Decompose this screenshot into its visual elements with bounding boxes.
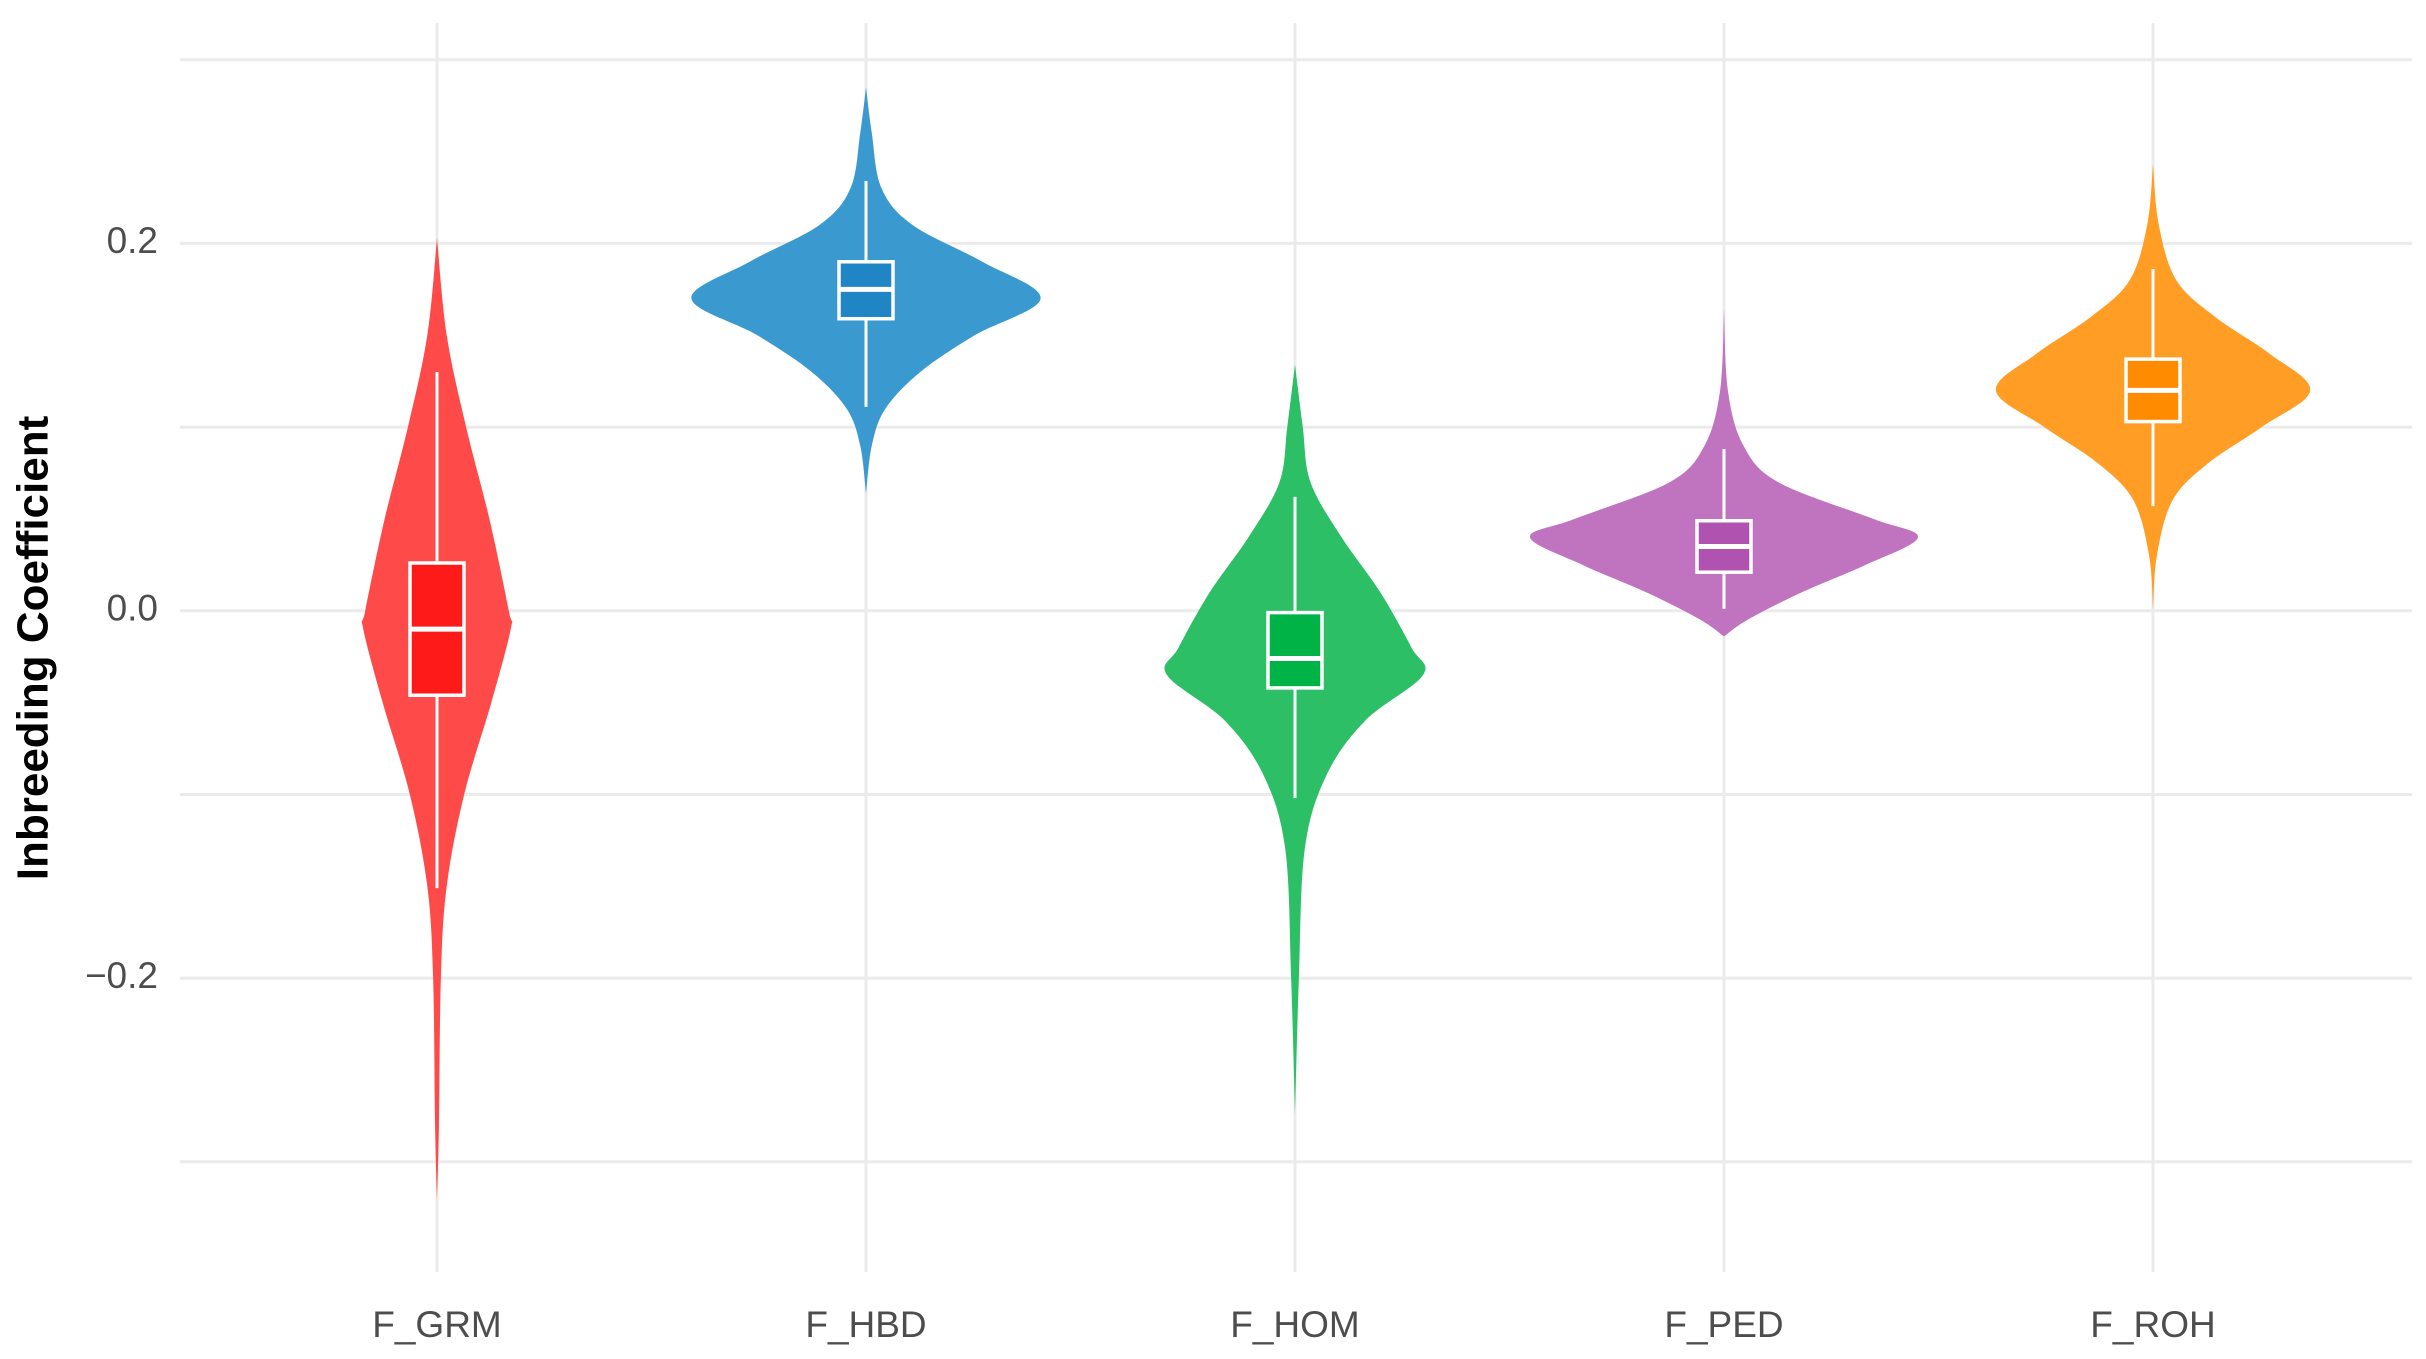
y-tick-label: 0.0 [107, 588, 158, 629]
x-tick-label: F_PED [1664, 1304, 1783, 1345]
x-tick-label: F_HOM [1230, 1304, 1360, 1345]
y-tick-label: 0.2 [107, 220, 158, 261]
x-tick-label: F_ROH [2090, 1304, 2215, 1345]
y-tick-label: −0.2 [85, 955, 158, 996]
x-tick-label: F_GRM [372, 1304, 502, 1345]
y-axis-title: Inbreeding Coefficient [9, 415, 58, 880]
x-tick-label: F_HBD [805, 1304, 926, 1345]
box [1266, 610, 1324, 690]
